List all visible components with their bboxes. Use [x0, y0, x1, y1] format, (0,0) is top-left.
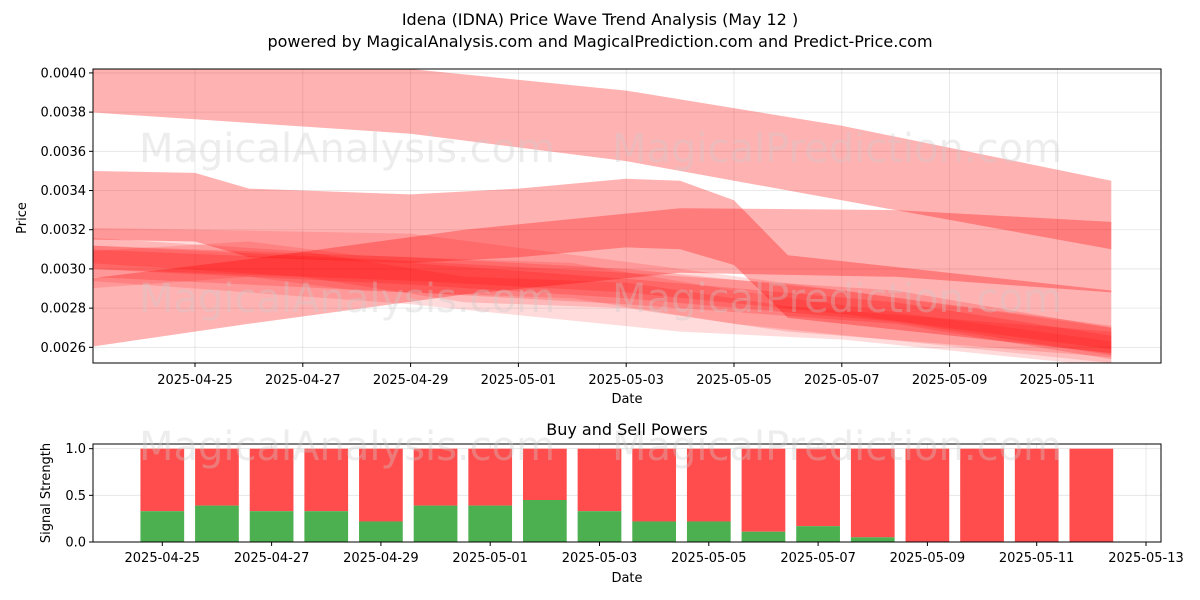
price-band [93, 69, 1112, 250]
watermark-4: MagicalPrediction.com [612, 276, 1062, 322]
sell-power-bar [796, 448, 840, 527]
sell-power-bar [468, 448, 513, 506]
buy-power-bar [249, 511, 294, 542]
sell-power-bar [960, 448, 1004, 542]
price-band [93, 241, 1112, 363]
bottom-x-tick-label: 2025-05-13 [1108, 551, 1184, 566]
sell-power-bar [1069, 448, 1114, 542]
buy-power-bar [686, 521, 731, 542]
bottom-x-tick-label: 2025-05-01 [452, 551, 528, 566]
buy-power-bar [741, 531, 786, 542]
bottom-x-tick-label: 2025-05-09 [890, 551, 966, 566]
buy-power-bar [632, 521, 677, 542]
chart-title: Idena (IDNA) Price Wave Trend Analysis (… [402, 10, 798, 29]
bottom-x-tick-label: 2025-05-05 [671, 551, 747, 566]
top-x-axis-label: Date [611, 392, 642, 407]
watermark-5: MagicalAnalysis.com [139, 424, 555, 470]
buy-power-bar [468, 505, 513, 542]
price-band [93, 227, 1112, 363]
chart-subtitle: powered by MagicalAnalysis.com and Magic… [267, 32, 932, 51]
price-band [93, 237, 1112, 358]
bottom-y-tick-label: 0.0 [65, 536, 86, 551]
top-y-tick-label: 0.0040 [41, 66, 87, 81]
top-y-tick-label: 0.0028 [41, 302, 87, 317]
top-x-tick-label: 2025-05-05 [696, 373, 772, 388]
bottom-x-tick-label: 2025-04-25 [125, 551, 201, 566]
price-panel: 2025-04-25 2025-04-27 2025-04-29 2025-05-01… [41, 66, 1162, 388]
buy-power-bar [850, 537, 895, 542]
sell-power-bar [905, 448, 950, 542]
top-y-tick-label: 0.0030 [41, 262, 87, 277]
sell-power-bar [413, 448, 458, 506]
buy-power-bar [359, 521, 403, 542]
top-y-tick-label: 0.0036 [41, 145, 87, 160]
buy-power-bar [796, 526, 840, 542]
buy-power-bar [304, 511, 349, 542]
buy-power-bar [577, 511, 622, 542]
watermark-3: MagicalAnalysis.com [139, 276, 555, 322]
bottom-x-tick-label: 2025-04-27 [234, 551, 310, 566]
bottom-plot-frame [92, 443, 1162, 543]
buy-power-bar [413, 505, 458, 542]
price-band [93, 171, 1112, 354]
buy-power-bar [522, 500, 567, 542]
sell-power-bar [304, 448, 349, 512]
bottom-chart-title: Buy and Sell Powers [546, 420, 708, 439]
watermark-1: MagicalAnalysis.com [139, 126, 555, 172]
top-plot-frame [92, 68, 1162, 364]
top-y-tick-label: 0.0038 [41, 106, 87, 121]
sell-power-bar [850, 448, 895, 538]
bottom-x-axis-label: Date [611, 571, 642, 586]
sell-power-bar [686, 448, 731, 522]
top-x-tick-label: 2025-04-25 [157, 373, 233, 388]
buy-power-bar [195, 505, 239, 542]
sell-power-bar [741, 448, 786, 532]
bottom-y-tick-label: 1.0 [65, 442, 86, 457]
sell-power-bar [522, 448, 567, 500]
top-x-tick-label: 2025-05-09 [912, 373, 988, 388]
top-y-axis-label: Price [15, 202, 30, 234]
top-x-tick-label: 2025-04-27 [265, 373, 341, 388]
buy-power-bar [140, 511, 185, 542]
signal-panel: 0.0 0.5 1.0 2025-04-25 2025-04-27 2025-04-29 2… [65, 442, 1183, 566]
sell-power-bar [195, 448, 239, 506]
bottom-x-tick-label: 2025-05-11 [999, 551, 1075, 566]
price-band [93, 249, 1112, 356]
sell-power-bar [140, 448, 185, 512]
sell-power-bar [577, 448, 622, 512]
top-y-tick-label: 0.0032 [41, 223, 87, 238]
watermark-6: MagicalPrediction.com [612, 424, 1062, 470]
price-band [93, 208, 1112, 347]
top-x-tick-label: 2025-05-01 [481, 373, 557, 388]
top-x-tick-label: 2025-05-07 [804, 373, 880, 388]
top-y-tick-label: 0.0034 [41, 184, 87, 199]
top-y-tick-label: 0.0026 [41, 341, 87, 356]
top-x-tick-label: 2025-05-11 [1020, 373, 1096, 388]
price-band [93, 245, 1112, 360]
sell-power-bar [359, 448, 403, 522]
sell-power-bar [1014, 448, 1059, 542]
price-bands [93, 69, 1112, 363]
sell-power-bar [632, 448, 677, 522]
bottom-x-tick-label: 2025-05-07 [780, 551, 856, 566]
bottom-y-tick-label: 0.5 [65, 489, 86, 504]
top-x-tick-label: 2025-05-03 [588, 373, 664, 388]
bottom-x-tick-label: 2025-04-29 [343, 551, 419, 566]
bottom-x-tick-label: 2025-05-03 [562, 551, 638, 566]
sell-power-bar [249, 448, 294, 512]
watermark-2: MagicalPrediction.com [612, 126, 1062, 172]
top-x-tick-label: 2025-04-29 [373, 373, 449, 388]
price-band [93, 245, 1112, 350]
bottom-y-axis-label: Signal Strength [39, 443, 54, 543]
